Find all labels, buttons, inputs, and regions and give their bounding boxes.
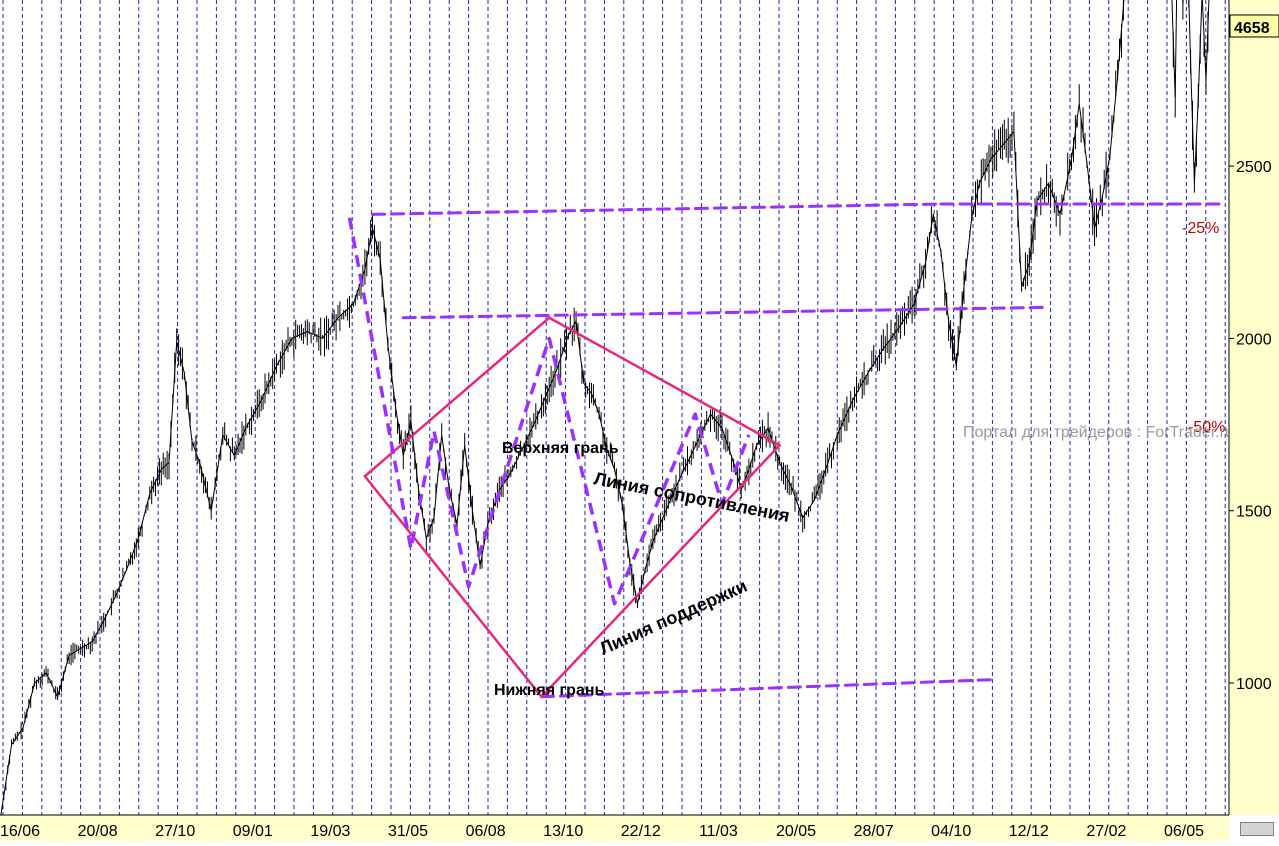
y-tick-label: 2500 [1236, 159, 1272, 176]
grid [2, 0, 1226, 815]
diamond-top-right [547, 316, 781, 447]
zigzag-pattern [347, 217, 751, 606]
upper-face-label: Верхняя грань [502, 440, 619, 457]
x-tick-label: 16/06 [0, 823, 40, 840]
y-axis-background [1229, 0, 1279, 815]
y-tick-label: 1500 [1236, 504, 1272, 521]
x-axis-background [0, 815, 1229, 841]
x-tick-label: 11/03 [699, 823, 738, 840]
x-ticks: 16/06 20/08 27/10 09/01 19/03 31/05 06/08 13/10… [0, 823, 1204, 840]
x-tick-label: 06/05 [1164, 823, 1204, 840]
x-tick-label: 04/10 [931, 823, 971, 840]
y-tick-label: 1000 [1236, 676, 1272, 693]
x-tick-label: 19/03 [310, 823, 350, 840]
price-line [0, 0, 1210, 821]
diamond-bottom-left [363, 474, 543, 699]
x-tick-label: 20/05 [776, 823, 816, 840]
upper-face-left [371, 202, 943, 216]
x-tick-label: 09/01 [233, 823, 273, 840]
x-tick-label: 27/02 [1086, 823, 1126, 840]
y-tick-label: 2000 [1236, 331, 1272, 348]
x-tick-label: 12/12 [1009, 823, 1049, 840]
y-tick-label: 3000 [1236, 0, 1272, 4]
watermark: Портал для трейдеров : ForTrader.ru [963, 424, 1234, 441]
x-tick-label: 27/10 [155, 823, 195, 840]
pct-25-label: -25% [1182, 220, 1219, 237]
trend-lines [347, 202, 1223, 699]
mid-upper-dashed [401, 305, 1047, 320]
last-price-label: 4658 [1234, 20, 1270, 37]
x-tick-label: 20/08 [78, 823, 118, 840]
x-tick-label: 28/07 [854, 823, 894, 840]
lower-face-label: Нижняя грань [494, 682, 605, 699]
pct-50-label: -50% [1188, 419, 1225, 436]
lower-face [540, 678, 997, 699]
scrollbar-thumb[interactable] [1240, 822, 1274, 836]
diamond-bottom-right [540, 443, 781, 699]
x-tick-label: 06/08 [466, 823, 506, 840]
x-tick-label: 31/05 [388, 823, 428, 840]
x-tick-label: 22/12 [621, 823, 661, 840]
x-tick-label: 13/10 [543, 823, 583, 840]
diamond-top-left [363, 316, 551, 478]
last-price-box [1229, 14, 1279, 38]
y-ticks: 50010001500200025003000350040004500 [1229, 0, 1272, 693]
